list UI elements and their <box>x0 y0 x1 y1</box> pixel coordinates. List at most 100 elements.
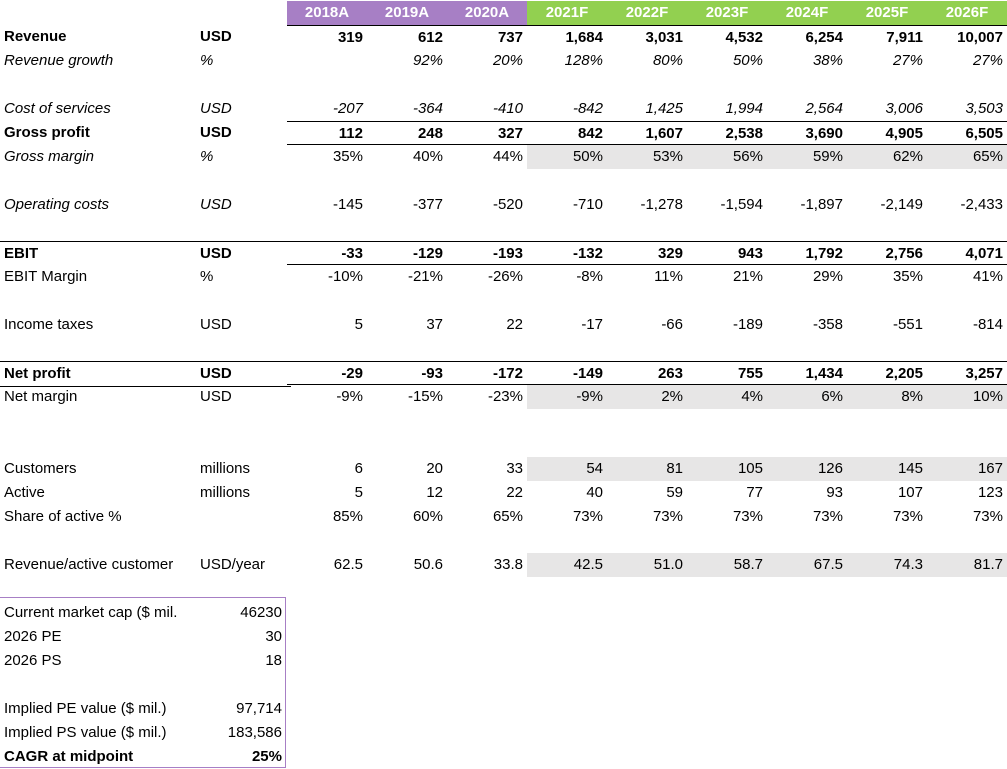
value-cell[interactable]: 2% <box>607 385 687 409</box>
column-header[interactable]: 2019A <box>367 1 447 25</box>
value-cell[interactable]: 123 <box>977 484 1003 501</box>
value-cell[interactable]: -551 <box>892 316 923 333</box>
value-cell[interactable]: 755 <box>687 361 767 385</box>
value-cell[interactable]: 943 <box>687 241 767 265</box>
row-label[interactable]: Net profit <box>0 361 200 387</box>
value-cell[interactable]: 737 <box>447 25 527 49</box>
value-cell[interactable]: 59% <box>767 145 847 169</box>
valuation-value[interactable]: 183,586 <box>227 724 282 741</box>
value-cell[interactable]: -23% <box>487 388 523 405</box>
value-cell[interactable]: -520 <box>492 196 523 213</box>
value-cell[interactable]: 22 <box>506 316 523 333</box>
column-header[interactable]: 2024F <box>767 1 847 25</box>
value-cell[interactable]: 65% <box>927 145 1007 169</box>
value-cell[interactable]: 93 <box>826 484 843 501</box>
value-cell[interactable]: 42.5 <box>527 553 607 577</box>
value-cell[interactable]: 126 <box>767 457 847 481</box>
value-cell[interactable]: 62% <box>847 145 927 169</box>
value-cell[interactable]: 58.7 <box>687 553 767 577</box>
value-cell[interactable]: 73% <box>892 508 923 525</box>
value-cell[interactable]: 2,564 <box>805 100 843 117</box>
value-cell[interactable]: -710 <box>572 196 603 213</box>
value-cell[interactable]: 1,434 <box>767 361 847 385</box>
value-cell[interactable]: 40 <box>586 484 603 501</box>
value-cell[interactable]: 50.6 <box>413 556 443 573</box>
value-cell[interactable]: 41% <box>972 268 1003 285</box>
value-cell[interactable]: 2,205 <box>847 361 927 385</box>
value-cell[interactable]: 4,905 <box>847 121 927 145</box>
value-cell[interactable]: -21% <box>407 268 443 285</box>
value-cell[interactable]: -814 <box>972 316 1003 333</box>
value-cell[interactable]: 167 <box>927 457 1007 481</box>
row-unit[interactable]: USD <box>200 196 232 213</box>
value-cell[interactable]: -358 <box>812 316 843 333</box>
row-unit[interactable]: USD <box>200 316 232 333</box>
value-cell[interactable]: 11% <box>654 268 683 285</box>
value-cell[interactable]: -33 <box>287 241 367 265</box>
row-label[interactable]: Revenue <box>4 28 67 45</box>
value-cell[interactable]: 60% <box>412 508 443 525</box>
value-cell[interactable]: -29 <box>287 361 367 385</box>
value-cell[interactable]: -364 <box>412 100 443 117</box>
value-cell[interactable]: -1,594 <box>720 196 763 213</box>
row-unit[interactable]: USD <box>196 241 287 266</box>
value-cell[interactable]: 50% <box>527 145 607 169</box>
value-cell[interactable]: -1,897 <box>800 196 843 213</box>
value-cell[interactable] <box>287 49 367 73</box>
row-label[interactable]: Revenue/active customer <box>4 556 174 573</box>
value-cell[interactable]: -8% <box>576 268 603 285</box>
value-cell[interactable]: -149 <box>527 361 607 385</box>
value-cell[interactable]: -145 <box>332 196 363 213</box>
value-cell[interactable]: 27% <box>972 52 1003 69</box>
column-header[interactable]: 2023F <box>687 1 767 25</box>
valuation-label[interactable]: 2026 PS <box>4 652 62 669</box>
value-cell[interactable]: 1,607 <box>607 121 687 145</box>
value-cell[interactable]: 54 <box>527 457 607 481</box>
value-cell[interactable]: 73% <box>812 508 843 525</box>
value-cell[interactable]: 59 <box>666 484 683 501</box>
column-header[interactable]: 2018A <box>287 1 367 25</box>
row-unit[interactable]: USD <box>196 361 291 387</box>
value-cell[interactable]: 842 <box>527 121 607 145</box>
value-cell[interactable]: 145 <box>847 457 927 481</box>
value-cell[interactable]: -9% <box>527 385 607 409</box>
value-cell[interactable]: 73% <box>652 508 683 525</box>
value-cell[interactable]: -129 <box>367 241 447 265</box>
value-cell[interactable]: -207 <box>332 100 363 117</box>
value-cell[interactable]: -2,433 <box>960 196 1003 213</box>
value-cell[interactable]: 6% <box>767 385 847 409</box>
value-cell[interactable]: 612 <box>367 25 447 49</box>
value-cell[interactable]: 5 <box>354 316 363 333</box>
value-cell[interactable]: 50% <box>732 52 763 69</box>
value-cell[interactable]: 3,257 <box>927 361 1007 385</box>
row-unit[interactable]: % <box>200 268 214 285</box>
value-cell[interactable]: 21% <box>732 268 763 285</box>
value-cell[interactable]: 37 <box>426 316 443 333</box>
value-cell[interactable]: 3,006 <box>885 100 923 117</box>
value-cell[interactable]: 4,532 <box>687 25 767 49</box>
value-cell[interactable]: 3,503 <box>965 100 1003 117</box>
value-cell[interactable]: 3,690 <box>767 121 847 145</box>
value-cell[interactable]: -172 <box>447 361 527 385</box>
valuation-label[interactable]: Implied PS value ($ mil.) <box>4 724 167 741</box>
row-label[interactable]: EBIT Margin <box>4 268 88 285</box>
value-cell[interactable]: 6,505 <box>927 121 1007 145</box>
value-cell[interactable]: 112 <box>287 121 367 145</box>
valuation-label[interactable]: Current market cap ($ mil. <box>4 604 178 621</box>
value-cell[interactable]: 2,756 <box>847 241 927 265</box>
value-cell[interactable]: 329 <box>607 241 687 265</box>
value-cell[interactable]: 263 <box>607 361 687 385</box>
value-cell[interactable]: 27% <box>892 52 923 69</box>
row-unit[interactable]: USD <box>200 100 232 117</box>
value-cell[interactable]: -15% <box>407 388 443 405</box>
value-cell[interactable]: -2,149 <box>880 196 923 213</box>
row-label[interactable]: Gross margin <box>4 148 95 165</box>
row-unit[interactable]: USD/year <box>200 556 266 573</box>
value-cell[interactable]: 80% <box>652 52 683 69</box>
row-unit[interactable] <box>200 505 282 529</box>
row-unit[interactable]: % <box>200 148 214 165</box>
row-label[interactable]: Share of active % <box>4 508 122 525</box>
row-unit[interactable]: millions <box>200 460 251 477</box>
column-header[interactable]: 2022F <box>607 1 687 25</box>
value-cell[interactable]: -189 <box>732 316 763 333</box>
